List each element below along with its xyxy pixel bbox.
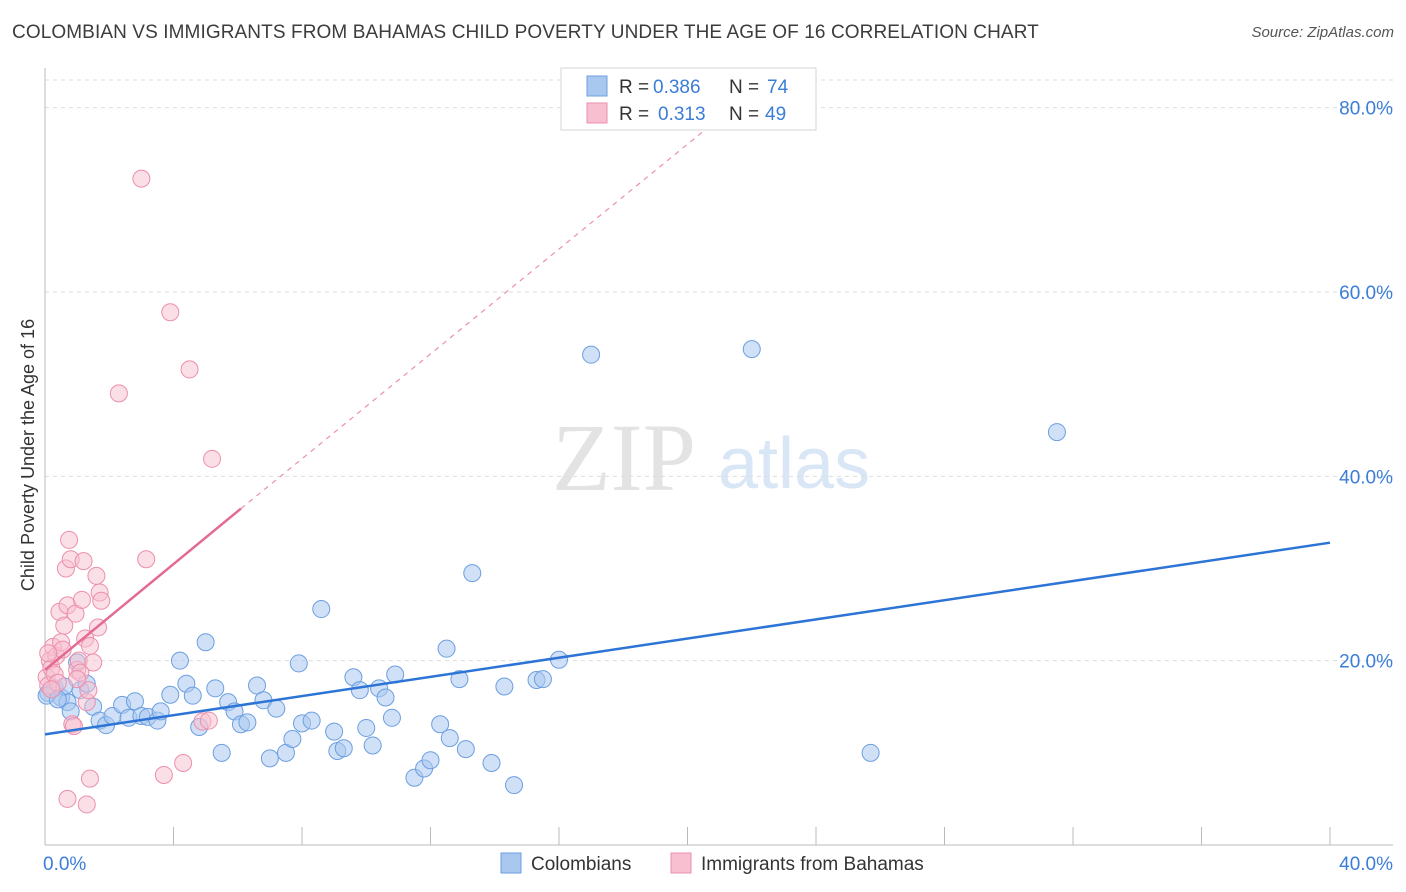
colombians-point	[440, 729, 459, 748]
bahamas-point	[84, 653, 103, 672]
bahamas-point	[199, 711, 218, 730]
x-tick-label: 40.0%	[1339, 854, 1393, 875]
colombians-point	[437, 639, 456, 658]
colombians-point	[382, 708, 401, 727]
colombians-point	[582, 345, 601, 364]
colombians-point	[170, 651, 189, 670]
colombians-point	[183, 686, 202, 705]
bahamas-point	[68, 670, 87, 689]
colombians-point	[533, 670, 552, 689]
y-tick-label: 40.0%	[1339, 467, 1393, 488]
y-axis-title: Child Poverty Under the Age of 16	[18, 319, 38, 591]
y-tick-label: 20.0%	[1339, 652, 1393, 673]
legend-r-label: R =	[619, 77, 649, 98]
colombians-point	[350, 681, 369, 700]
bahamas-point	[80, 769, 99, 788]
colombians-point	[334, 739, 353, 758]
colombians-point	[505, 776, 524, 795]
colombians-point	[206, 679, 225, 698]
watermark-zip: ZIP	[552, 404, 696, 511]
colombians-point	[363, 736, 382, 755]
colombians-point	[196, 633, 215, 652]
bahamas-point	[109, 384, 128, 403]
colombians-trend-line	[44, 541, 1331, 736]
colombians-point	[742, 340, 761, 359]
bahamas-point	[92, 591, 111, 610]
bahamas-point	[72, 590, 91, 609]
bahamas-point	[39, 644, 58, 663]
colombians-point	[212, 743, 231, 762]
colombians-point	[495, 677, 514, 696]
bahamas-point	[79, 681, 98, 700]
watermark-atlas: atlas	[718, 424, 870, 504]
legend-n-label: N =	[729, 104, 759, 125]
colombians-point	[357, 718, 376, 737]
bahamas-point	[180, 360, 199, 379]
colombians-point	[861, 743, 880, 762]
series-label-bahamas: Immigrants from Bahamas	[701, 854, 924, 875]
colombians-point	[238, 713, 257, 732]
x-tick-label: 0.0%	[43, 854, 86, 875]
series-swatch-colombians	[500, 852, 522, 874]
colombians-point	[161, 685, 180, 704]
axes	[44, 68, 1393, 846]
bahamas-point	[154, 765, 173, 784]
correlation-legend: R = 0.386 N = 74 R = 0.313 N = 49	[560, 67, 817, 131]
bahamas-point	[42, 680, 61, 699]
bahamas-point	[55, 616, 74, 635]
bahamas-point	[60, 530, 79, 549]
trend-lines	[44, 104, 1331, 736]
colombians-point	[312, 600, 331, 619]
series-swatch-bahamas	[670, 852, 692, 874]
y-tick-label: 80.0%	[1339, 99, 1393, 120]
colombians-point	[325, 722, 344, 741]
bahamas-point	[203, 449, 222, 468]
legend-r-label: R =	[619, 104, 649, 125]
bahamas-point	[174, 753, 193, 772]
colombians-point	[482, 753, 501, 772]
gridlines	[45, 79, 1393, 662]
colombians-point	[1047, 423, 1066, 442]
colombians-point	[267, 699, 286, 718]
bahamas-point	[87, 566, 106, 585]
bahamas-trend-extension	[240, 104, 737, 510]
bahamas-point	[80, 636, 99, 655]
bahamas-point	[137, 550, 156, 569]
colombians-point	[450, 670, 469, 689]
legend-n-value-colombians: 74	[767, 77, 789, 98]
chart-source: Source: ZipAtlas.com	[1251, 24, 1394, 41]
colombians-point	[456, 740, 475, 759]
bahamas-trend-line	[44, 507, 242, 671]
bahamas-point	[161, 303, 180, 322]
series-label-colombians: Colombians	[531, 854, 631, 875]
legend-swatch-colombians	[586, 75, 608, 97]
colombians-point	[260, 749, 279, 768]
colombians-point	[289, 654, 308, 673]
colombians-point	[302, 711, 321, 730]
legend-n-value-bahamas: 49	[765, 104, 786, 125]
colombians-point	[463, 564, 482, 583]
bahamas-point	[58, 789, 77, 808]
bahamas-point	[77, 795, 96, 814]
watermark: ZIP atlas	[552, 404, 870, 511]
bahamas-points	[37, 169, 222, 814]
colombians-point	[283, 730, 302, 749]
colombians-point	[376, 688, 395, 707]
legend-r-value-colombians: 0.386	[653, 77, 701, 98]
colombians-point	[431, 715, 450, 734]
legend-n-label: N =	[729, 77, 759, 98]
legend-r-value-bahamas: 0.313	[658, 104, 706, 125]
legend-swatch-bahamas	[586, 102, 608, 124]
colombians-point	[421, 751, 440, 770]
bahamas-point	[132, 169, 151, 188]
bahamas-point	[74, 552, 93, 571]
series-legend: Colombians Immigrants from Bahamas	[500, 852, 924, 875]
y-tick-label: 60.0%	[1339, 283, 1393, 304]
chart-title: COLOMBIAN VS IMMIGRANTS FROM BAHAMAS CHI…	[12, 22, 1039, 43]
tick-labels: 20.0% 40.0% 60.0% 80.0% 0.0% 40.0%	[43, 99, 1393, 875]
